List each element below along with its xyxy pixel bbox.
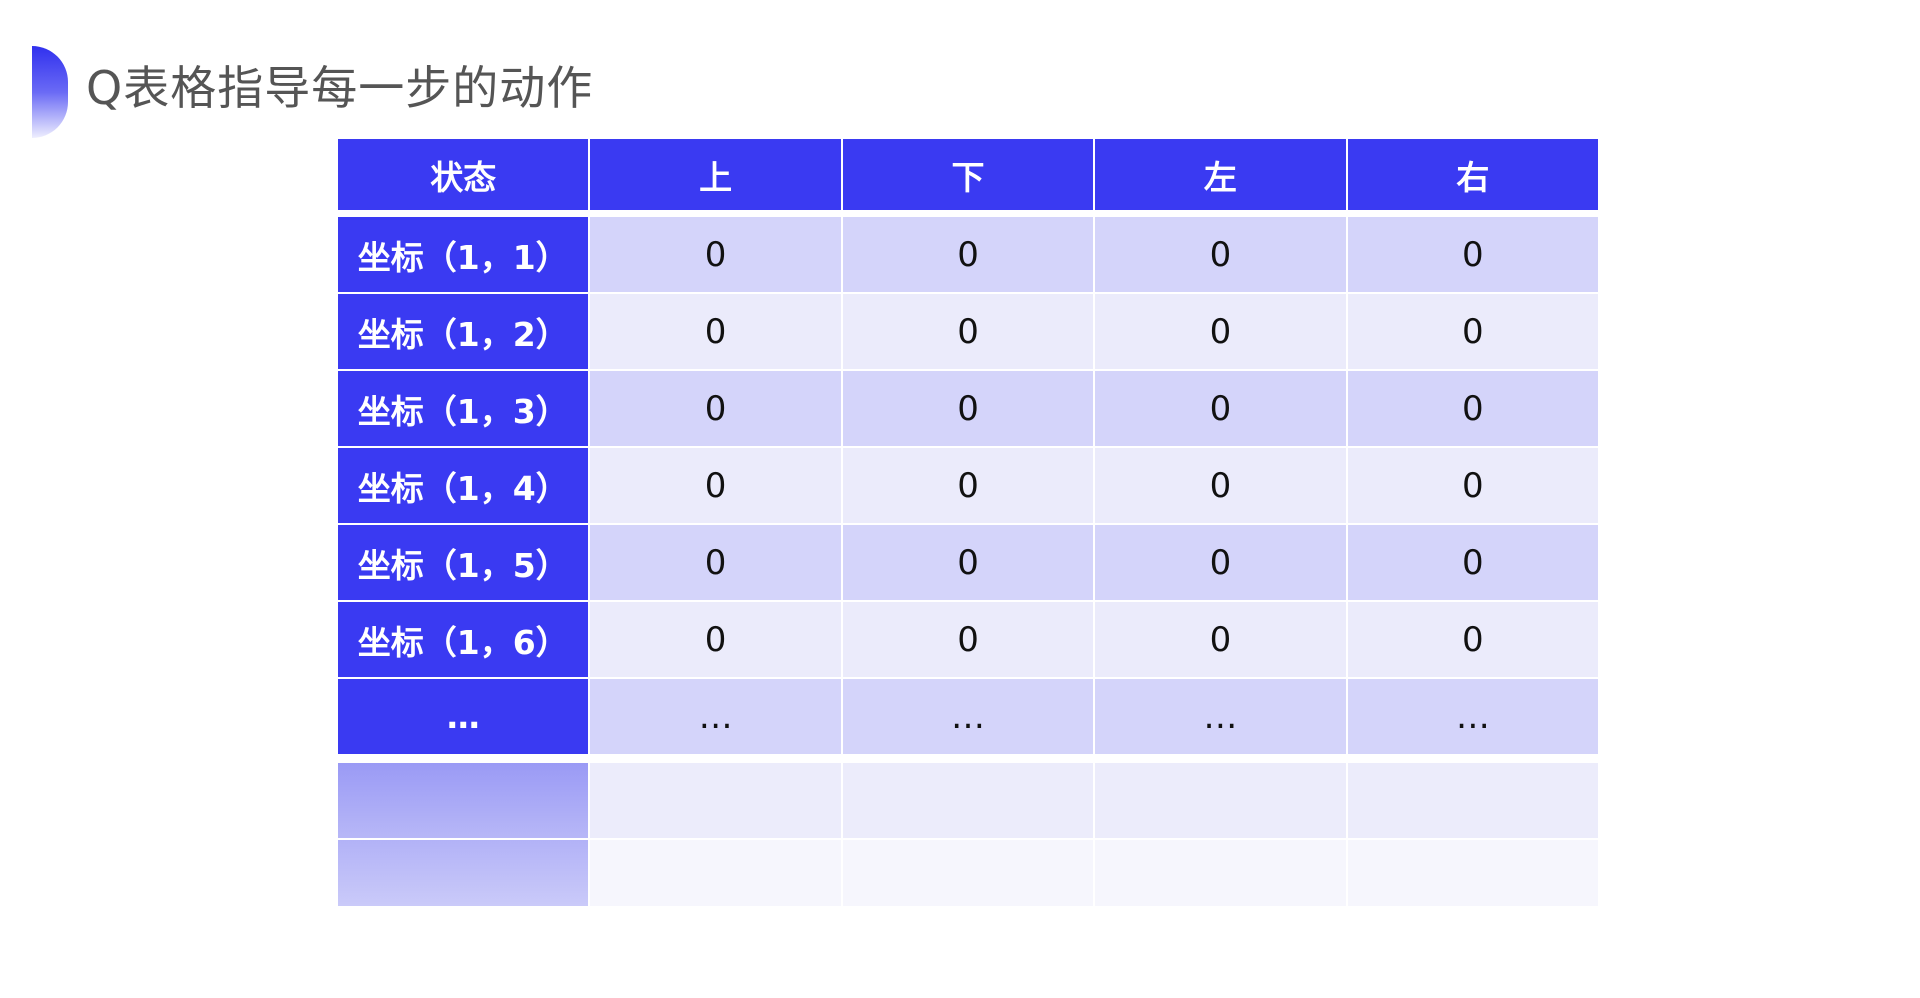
state-cell: 坐标（1，1） bbox=[338, 217, 589, 292]
header-cell: 左 bbox=[1095, 139, 1346, 210]
q-value-cell: 0 bbox=[1095, 602, 1346, 677]
q-value-cell: 0 bbox=[590, 294, 841, 369]
empty-cell bbox=[1095, 840, 1346, 906]
q-value-cell: 0 bbox=[590, 525, 841, 600]
empty-cell bbox=[1347, 763, 1599, 838]
empty-cell bbox=[590, 840, 841, 906]
q-value-cell: … bbox=[1095, 679, 1346, 754]
q-value-cell: … bbox=[590, 679, 841, 754]
q-value-cell: 0 bbox=[1347, 217, 1599, 292]
q-value-cell: … bbox=[1347, 679, 1599, 754]
empty-cell bbox=[842, 763, 1094, 838]
q-value-cell: 0 bbox=[590, 217, 841, 292]
empty-cell bbox=[338, 763, 589, 838]
q-value-cell: 0 bbox=[590, 448, 841, 523]
state-cell: 坐标（1，2） bbox=[338, 294, 589, 369]
faded-row bbox=[338, 840, 1599, 906]
q-value-cell: 0 bbox=[1347, 525, 1599, 600]
q-value-cell: 0 bbox=[1095, 217, 1346, 292]
q-value-cell: 0 bbox=[590, 602, 841, 677]
q-value-cell: 0 bbox=[842, 217, 1094, 292]
table-row: 坐标（1，2） 0 0 0 0 bbox=[338, 294, 1599, 369]
q-table: 状态 上 下 左 右 坐标（1，1） 0 0 0 0 坐标（1，2） 0 0 0 0 坐标（1，3）… bbox=[338, 139, 1599, 908]
q-value-cell: 0 bbox=[1095, 371, 1346, 446]
q-value-cell: 0 bbox=[842, 602, 1094, 677]
q-value-cell: 0 bbox=[842, 448, 1094, 523]
state-cell: … bbox=[338, 679, 589, 754]
table-row: 坐标（1，5） 0 0 0 0 bbox=[338, 525, 1599, 600]
table-row: …………… bbox=[338, 679, 1599, 754]
state-cell: 坐标（1，3） bbox=[338, 371, 589, 446]
q-value-cell: … bbox=[842, 679, 1094, 754]
title-decoration bbox=[32, 46, 68, 138]
page-title: Q表格指导每一步的动作 bbox=[86, 61, 594, 115]
state-cell: 坐标（1，5） bbox=[338, 525, 589, 600]
q-value-cell: 0 bbox=[842, 294, 1094, 369]
faded-row bbox=[338, 763, 1599, 838]
header-cell: 上 bbox=[590, 139, 841, 210]
empty-cell bbox=[842, 840, 1094, 906]
table-row: 坐标（1，6） 0 0 0 0 bbox=[338, 602, 1599, 677]
state-cell: 坐标（1，4） bbox=[338, 448, 589, 523]
q-value-cell: 0 bbox=[1095, 448, 1346, 523]
q-value-cell: 0 bbox=[590, 371, 841, 446]
table-row: 坐标（1，3） 0 0 0 0 bbox=[338, 371, 1599, 446]
q-value-cell: 0 bbox=[1347, 602, 1599, 677]
q-value-cell: 0 bbox=[1347, 371, 1599, 446]
q-value-cell: 0 bbox=[842, 371, 1094, 446]
table-row: 坐标（1，4） 0 0 0 0 bbox=[338, 448, 1599, 523]
q-value-cell: 0 bbox=[842, 525, 1094, 600]
table-row: 坐标（1，1） 0 0 0 0 bbox=[338, 217, 1599, 292]
q-value-cell: 0 bbox=[1095, 294, 1346, 369]
header-cell: 状态 bbox=[338, 139, 589, 210]
empty-cell bbox=[338, 840, 589, 906]
state-cell: 坐标（1，6） bbox=[338, 602, 589, 677]
q-value-cell: 0 bbox=[1347, 294, 1599, 369]
empty-cell bbox=[1095, 763, 1346, 838]
empty-cell bbox=[1347, 840, 1599, 906]
header-cell: 右 bbox=[1347, 139, 1599, 210]
q-value-cell: 0 bbox=[1095, 525, 1346, 600]
empty-cell bbox=[590, 763, 841, 838]
q-value-cell: 0 bbox=[1347, 448, 1599, 523]
header-cell: 下 bbox=[842, 139, 1094, 210]
table-header-row: 状态 上 下 左 右 bbox=[338, 139, 1599, 210]
